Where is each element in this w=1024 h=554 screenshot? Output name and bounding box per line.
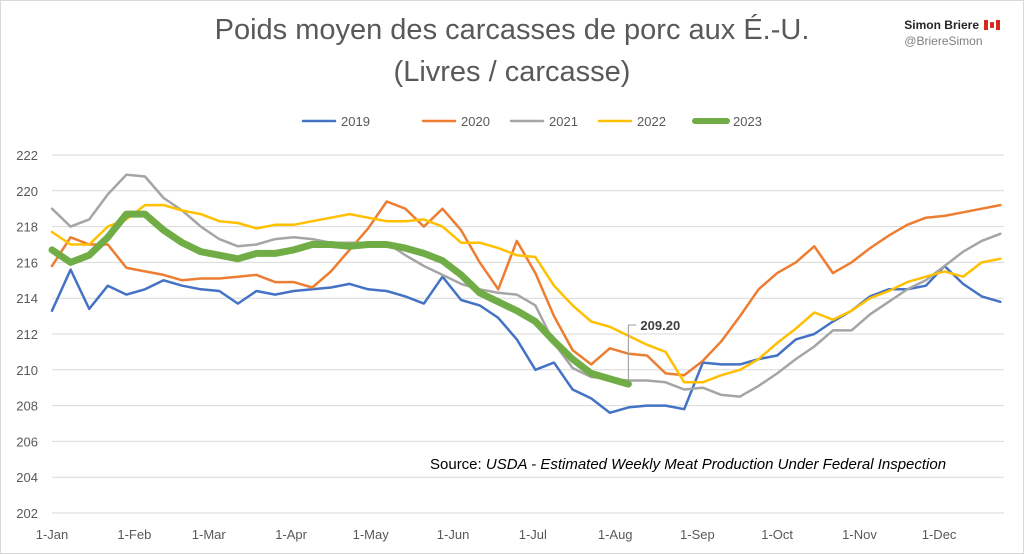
chart-title: Poids moyen des carcasses de porc aux É.… (214, 14, 810, 46)
x-tick-label: 1-Feb (117, 527, 151, 542)
source-text: USDA - Estimated Weekly Meat Production … (485, 456, 947, 473)
x-tick-label: 1-Jun (437, 527, 470, 542)
canada-flag-icon (984, 20, 1000, 30)
annotation-leader-line (627, 324, 637, 381)
x-tick-label: 1-Aug (598, 527, 633, 542)
x-tick-label: 1-Apr (275, 527, 307, 542)
legend-label-2021: 2021 (549, 114, 578, 129)
y-tick-label: 206 (16, 434, 38, 449)
y-tick-label: 216 (16, 255, 38, 270)
x-tick-label: 1-Oct (761, 527, 793, 542)
y-tick-label: 220 (16, 184, 38, 199)
y-tick-label: 214 (16, 291, 38, 306)
y-tick-label: 210 (16, 363, 38, 378)
legend-label-2019: 2019 (341, 114, 370, 129)
y-tick-label: 222 (16, 148, 38, 163)
x-tick-label: 1-Sep (680, 527, 715, 542)
source-prefix: Source: (430, 456, 486, 473)
y-tick-label: 204 (16, 470, 38, 485)
author-block: Simon Briere @BriereSimon (904, 18, 1000, 48)
legend-label-2020: 2020 (461, 114, 490, 129)
x-tick-label: 1-Jul (519, 527, 547, 542)
annotation-label: 209.20 (640, 318, 680, 333)
legend-label-2022: 2022 (637, 114, 666, 129)
x-tick-label: 1-May (353, 527, 390, 542)
y-tick-label: 208 (16, 399, 38, 414)
x-tick-label: 1-Dec (922, 527, 957, 542)
x-tick-label: 1-Nov (842, 527, 877, 542)
x-tick-label: 1-Mar (192, 527, 227, 542)
series-line-2023 (48, 210, 632, 388)
x-tick-label: 1-Jan (36, 527, 69, 542)
y-tick-label: 212 (16, 327, 38, 342)
series-line-2021 (50, 173, 1002, 398)
author-handle: @BriereSimon (904, 34, 983, 48)
y-tick-label: 202 (16, 506, 38, 521)
source-note: Source: USDA - Estimated Weekly Meat Pro… (430, 456, 946, 473)
series-line-2022 (50, 203, 1002, 384)
y-tick-label: 218 (16, 220, 38, 235)
author-name: Simon Briere (904, 18, 979, 32)
legend-label-2023: 2023 (733, 114, 762, 129)
chart-subtitle: (Livres / carcasse) (393, 56, 631, 88)
series-line-2019 (50, 264, 1002, 415)
